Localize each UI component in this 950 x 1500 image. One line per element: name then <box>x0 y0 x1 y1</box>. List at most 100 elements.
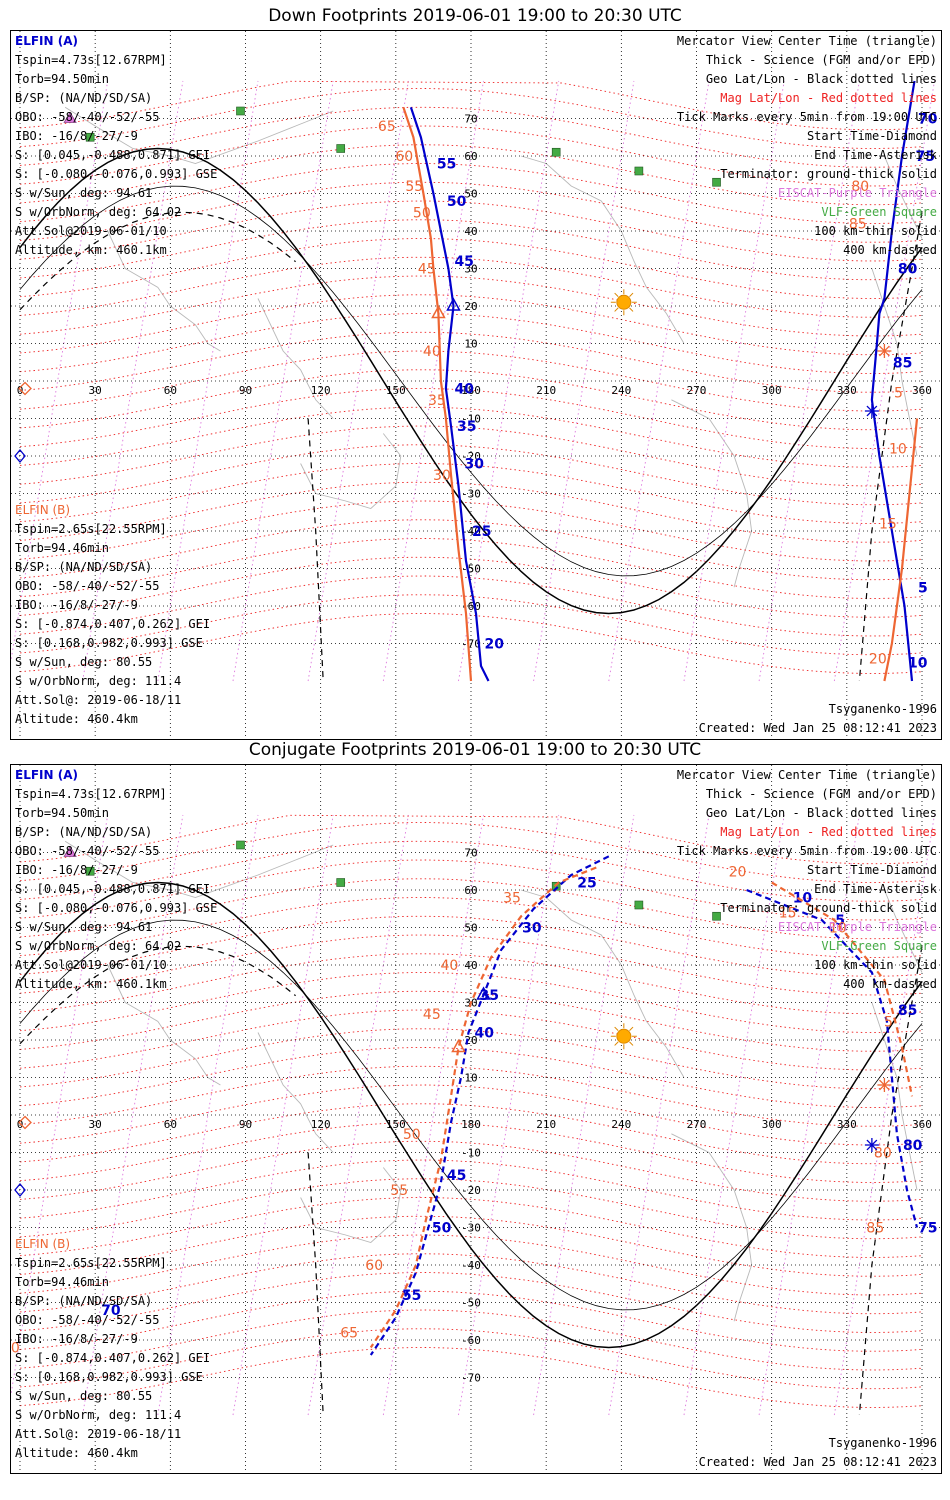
elfin-a-block: ELFIN (A) Tspin=4.73s[12.67RPM] Torb=94.… <box>15 768 217 991</box>
coastline <box>883 889 923 973</box>
terminator-400km <box>858 212 923 682</box>
start-diamond <box>18 381 32 396</box>
elfin-a-line: Tspin=4.73s[12.67RPM] <box>15 787 167 801</box>
legend-item: Geo Lat/Lon - Black dotted lines <box>705 72 937 86</box>
footer-block: Tsyganenko-1996 Created: Wed Jan 25 08:1… <box>699 702 937 735</box>
mag-lat-line <box>19 822 923 883</box>
track-tick-label: 10 <box>889 442 907 458</box>
mag-lat-line <box>19 897 923 958</box>
legend-item: Terminator: ground-thick solid <box>720 167 937 181</box>
mag-lat-line <box>19 1009 923 1071</box>
created-label: Created: Wed Jan 25 08:12:41 2023 <box>698 1455 937 1469</box>
track-tick-label: 60 <box>365 1258 383 1274</box>
end-asterisk <box>866 405 878 417</box>
mag-lat-line <box>19 1065 923 1127</box>
y-tick-label: 40 <box>464 959 477 972</box>
mag-lat-line <box>19 878 923 940</box>
mag-lat-line <box>19 1178 923 1240</box>
mercator-map: 0 30 60 90 120 150 180 210 240 270 300 330 360706050… <box>11 31 941 739</box>
legend-item: Mercator View Center Time (triangle) <box>676 34 937 48</box>
y-tick-label: 10 <box>464 338 477 351</box>
elfin-b-line: Tspin=2.65s[22.55RPM] <box>15 522 167 536</box>
elfin-a-title: ELFIN (A) <box>15 34 78 48</box>
sun-marker <box>616 294 632 310</box>
elfin-a-block: ELFIN (A) Tspin=4.73s[12.67RPM] Torb=94.… <box>15 34 217 257</box>
vlf-site-marker <box>236 106 245 116</box>
track-tick-label: 80 <box>898 262 918 278</box>
model-label: Tsyganenko-1996 <box>828 1436 937 1450</box>
track-tick-label: 85 <box>866 1221 884 1237</box>
sun-ray <box>629 307 634 312</box>
elfin-a-line: Altitude, km: 460.1km <box>15 243 167 257</box>
x-tick-label: 240 <box>611 1118 631 1131</box>
elfin-b-title: ELFIN (B) <box>15 503 71 517</box>
mag-lat-line <box>19 163 923 224</box>
track-tick-label: 50 <box>403 1127 421 1143</box>
legend-item: Tick Marks every 5min from 19:00 UTC <box>676 844 937 858</box>
vlf-site-marker <box>634 900 644 910</box>
track-tick-label: 35 <box>503 891 521 907</box>
elfin-a-line: Altitude, km: 460.1km <box>15 977 167 991</box>
panel-title: Conjugate Footprints 2019-06-01 19:00 to… <box>248 740 702 760</box>
elfin-b-line: OBO: -58/-40/-52/-55 <box>15 1313 160 1327</box>
track-tick-label: 25 <box>577 876 596 892</box>
track-tick-label: 15 <box>879 517 897 533</box>
mag-lat-line <box>19 275 923 337</box>
model-label: Tsyganenko-1996 <box>828 702 937 716</box>
track-tick-label: 5 <box>884 1014 893 1030</box>
elfin-b-title: ELFIN (B) <box>15 1237 71 1251</box>
terminator-400km <box>858 946 923 1416</box>
vlf-site-marker <box>551 881 561 891</box>
y-tick-label: -50 <box>461 563 481 576</box>
mag-lat-line <box>19 331 923 393</box>
y-tick-label: 70 <box>464 847 477 860</box>
elfin-a-line: S w/OrbNorm, deg: 64.02 <box>15 939 182 953</box>
track-tick-label: 75 <box>918 1221 937 1237</box>
elfin-a-line: IBO: -16/8/-27/-9 <box>15 863 138 877</box>
coastline <box>300 1167 402 1244</box>
legend-item: 100 km-thin solid <box>814 958 937 972</box>
x-tick-label: 90 <box>239 1118 252 1131</box>
track-tick-label: 25 <box>472 524 491 540</box>
terminator-400km <box>307 1152 324 1416</box>
sun-ray <box>614 1041 619 1046</box>
track-tick-label: 20 <box>869 652 887 668</box>
coastline <box>883 155 923 239</box>
elfin-b-line: OBO: -58/-40/-52/-55 <box>15 579 160 593</box>
mag-lat-line <box>19 1309 923 1371</box>
elfin-a-line: Att.Sol@2019-06-01/10 <box>15 224 167 238</box>
end-asterisk <box>879 345 890 357</box>
x-tick-label: 60 <box>164 1118 177 1131</box>
mag-lat-line <box>19 934 923 996</box>
mag-lat-line <box>19 200 923 262</box>
y-tick-label: 60 <box>464 884 477 897</box>
track-tick-label: 45 <box>447 1168 466 1184</box>
center-time-triangle <box>451 1038 466 1053</box>
legend-item: Mag Lat/Lon - Red dotted lines <box>720 825 937 839</box>
y-tick-label: -60 <box>461 1334 481 1347</box>
x-tick-label: 270 <box>687 1118 707 1131</box>
elfin-b-line: B/SP: (NA/ND/SD/SA) <box>15 560 153 574</box>
x-tick-label: 270 <box>687 384 707 397</box>
sun-ray <box>614 292 619 297</box>
legend-item: EISCAT-Purple Triangle <box>778 920 937 934</box>
center-time-triangle <box>476 986 491 1000</box>
track-tick-label: 45 <box>423 1007 441 1023</box>
track-tick-label: 5 <box>835 913 845 929</box>
track-tick-label: 85 <box>893 355 912 371</box>
legend: Mercator View Center Time (triangle) Thi… <box>677 34 937 257</box>
track-tick-label: 65 <box>340 1326 358 1342</box>
legend-item: Mag Lat/Lon - Red dotted lines <box>720 91 937 105</box>
elfin-b-block: ELFIN (B) Tspin=2.65s[22.55RPM] Torb=94.… <box>15 1237 210 1460</box>
elfin-b-line: S w/OrbNorm, deg: 111.4 <box>15 1408 182 1422</box>
vlf-site-marker <box>85 866 95 876</box>
y-tick-label: 40 <box>464 225 477 238</box>
mag-lat-line <box>19 1140 923 1202</box>
start-diamond <box>18 1115 32 1130</box>
track-tick-label: 60 <box>395 149 413 165</box>
mercator-map: 0 30 60 90 120 150 180 210 240 270 300 330 360706050… <box>11 765 941 1473</box>
track-tick-label: 5 <box>918 580 928 596</box>
x-tick-label: 60 <box>164 384 177 397</box>
mag-lat-line <box>19 444 923 506</box>
legend-item: Mercator View Center Time (triangle) <box>676 768 937 782</box>
